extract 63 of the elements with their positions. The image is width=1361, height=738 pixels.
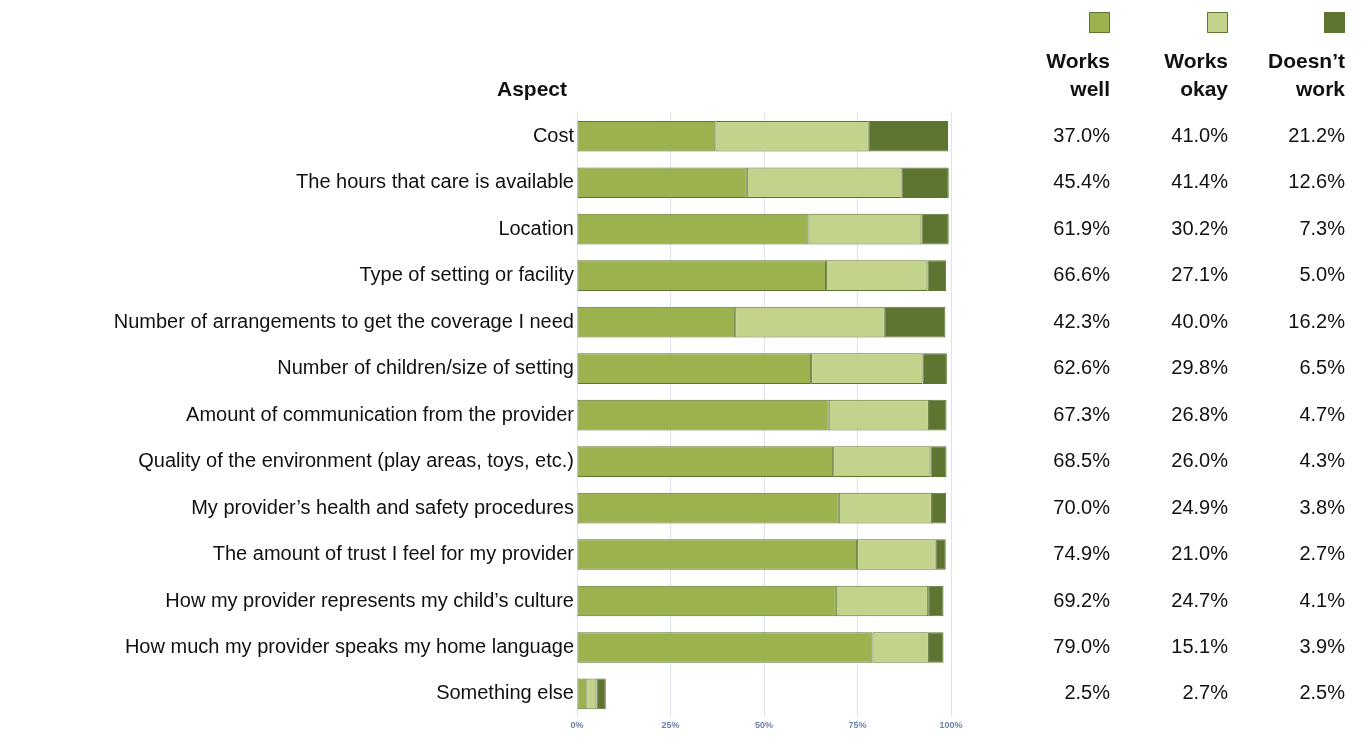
data-label: 26.0% bbox=[1171, 449, 1229, 472]
y-tick-label: My provider’s health and safety procedures bbox=[191, 495, 574, 518]
y-tick-label: How much my provider speaks my home language bbox=[124, 635, 574, 657]
y-tick-label: Number of children/size of setting bbox=[277, 356, 574, 379]
data-label: 30.2% bbox=[1171, 216, 1229, 239]
data-label: 5.0% bbox=[1299, 263, 1346, 286]
data-label: 3.9% bbox=[1299, 635, 1346, 657]
data-label: 2.7% bbox=[1182, 681, 1229, 704]
data-label: 15.1% bbox=[1171, 635, 1229, 657]
data-label: 12.6% bbox=[1288, 170, 1346, 193]
legend-label: Works okay bbox=[1164, 48, 1229, 100]
y-tick-label: Quality of the environment (play areas, toys, etc.) bbox=[138, 449, 574, 472]
data-label: 2.5% bbox=[1299, 681, 1346, 704]
data-label: 27.1% bbox=[1171, 263, 1229, 286]
data-label: 79.0% bbox=[1053, 635, 1111, 657]
data-label: 41.0% bbox=[1171, 123, 1229, 146]
x-tick-label: 0% bbox=[570, 720, 584, 731]
legend-label: Works well bbox=[1046, 48, 1110, 100]
x-tick-label: 25% bbox=[661, 720, 680, 731]
data-label: 21.2% bbox=[1288, 123, 1346, 146]
y-tick-label: The hours that care is available bbox=[296, 170, 574, 193]
y-tick-label: Amount of communication from the provider bbox=[186, 402, 575, 425]
data-label: 70.0% bbox=[1053, 495, 1111, 518]
x-tick-label: 50% bbox=[754, 720, 774, 731]
data-label: 6.5% bbox=[1299, 356, 1346, 379]
data-label: 40.0% bbox=[1171, 309, 1229, 332]
bar bbox=[928, 632, 944, 663]
legend-label: Doesn’t work bbox=[1267, 48, 1346, 100]
data-label: 29.8% bbox=[1171, 356, 1229, 379]
data-label: 4.1% bbox=[1299, 588, 1346, 611]
data-label: 4.3% bbox=[1299, 449, 1346, 472]
data-label: 24.9% bbox=[1171, 495, 1229, 518]
data-label: 4.7% bbox=[1299, 402, 1346, 425]
data-label: 61.9% bbox=[1053, 216, 1111, 239]
data-label: 41.4% bbox=[1171, 170, 1229, 193]
data-label: 69.2% bbox=[1053, 588, 1111, 611]
y-tick-label: Location bbox=[498, 216, 574, 239]
y-tick-label: How my provider represents my child’s culture bbox=[165, 588, 574, 611]
data-label: 68.5% bbox=[1053, 449, 1111, 472]
data-label: 16.2% bbox=[1288, 309, 1346, 332]
y-axis-title: Aspect bbox=[496, 76, 567, 100]
data-label: 26.8% bbox=[1171, 402, 1229, 425]
y-tick-label: Something else bbox=[436, 681, 574, 704]
data-label: 2.7% bbox=[1299, 542, 1346, 565]
data-label: 62.6% bbox=[1053, 356, 1111, 379]
data-label: 45.4% bbox=[1053, 170, 1111, 193]
data-label: 74.9% bbox=[1053, 542, 1111, 565]
data-label: 37.0% bbox=[1053, 123, 1111, 146]
data-label: 7.3% bbox=[1299, 216, 1346, 239]
y-tick-label: Number of arrangements to get the coverage I need bbox=[113, 309, 574, 332]
bar bbox=[935, 539, 946, 570]
data-label: 2.5% bbox=[1064, 681, 1111, 704]
data-label: 3.8% bbox=[1299, 495, 1346, 518]
data-label: 24.7% bbox=[1171, 588, 1229, 611]
x-tick-label: 100% bbox=[939, 720, 963, 731]
y-tick-label: Type of setting or facility bbox=[359, 263, 574, 286]
y-tick-label: Cost bbox=[532, 123, 575, 146]
data-label: 21.0% bbox=[1171, 542, 1229, 565]
data-label: 42.3% bbox=[1053, 309, 1111, 332]
x-tick-label: 75% bbox=[848, 720, 867, 731]
data-label: 67.3% bbox=[1053, 402, 1111, 425]
data-label: 66.6% bbox=[1053, 263, 1111, 286]
y-tick-label: The amount of trust I feel for my provider bbox=[212, 542, 575, 565]
